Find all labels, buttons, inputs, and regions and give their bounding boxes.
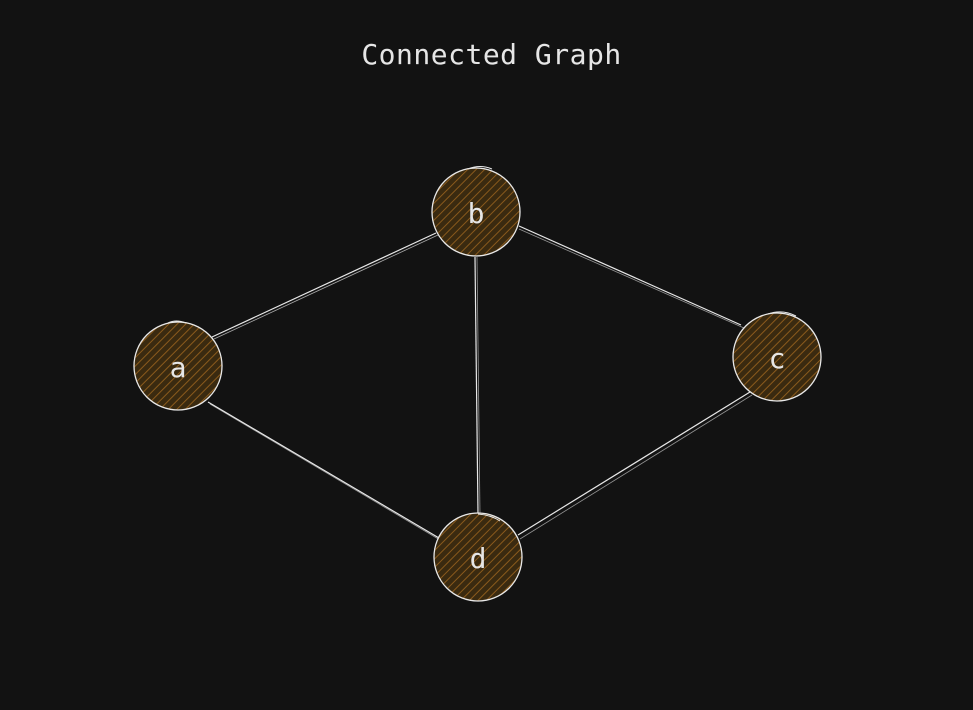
node-d[interactable]: d (433, 512, 523, 602)
node-d-label: d (470, 542, 487, 575)
diagram-title: Connected Graph (361, 38, 622, 71)
edge-b-c (518, 225, 745, 329)
node-a[interactable]: a (133, 320, 223, 411)
node-c[interactable]: c (732, 311, 822, 402)
node-c-label: c (769, 342, 786, 375)
node-b-label: b (468, 197, 485, 230)
node-b[interactable]: b (431, 166, 521, 257)
node-a-label: a (170, 351, 187, 384)
edge-a-d (207, 401, 441, 541)
edges (207, 225, 753, 541)
edge-b-d (474, 256, 481, 515)
edge-c-d (517, 391, 753, 540)
nodes: a b c d (133, 166, 822, 602)
edge-a-b (211, 232, 439, 340)
